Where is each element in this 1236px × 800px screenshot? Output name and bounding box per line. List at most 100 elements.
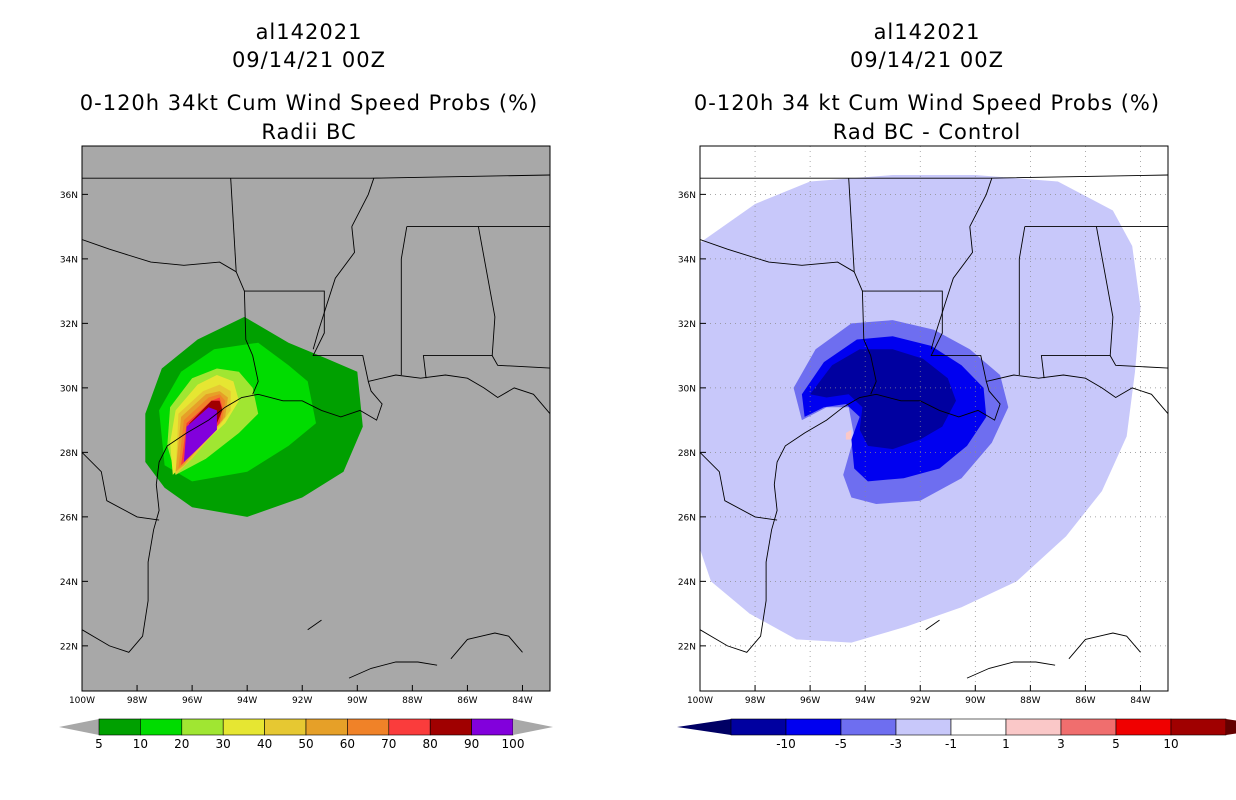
lon-label: 86W	[457, 696, 477, 706]
contour--10-6	[810, 349, 956, 450]
lat-label: 36N	[678, 191, 696, 201]
colorbar-end-right	[513, 719, 553, 735]
coastline	[1068, 632, 1141, 660]
lat-label: 28N	[60, 449, 78, 459]
state-border	[930, 226, 973, 350]
lon-label: 90W	[965, 696, 985, 706]
lon-label: 100W	[687, 696, 713, 706]
lat-label: 28N	[678, 449, 696, 459]
state-border	[82, 174, 550, 179]
lat-label: 32N	[60, 320, 78, 330]
lon-label: 88W	[402, 696, 422, 706]
colorbar-label: 10	[133, 737, 148, 751]
contour--1-3	[821, 536, 967, 572]
lat-label: 26N	[60, 513, 78, 523]
map-lines	[700, 174, 1168, 679]
colorbar-label: -1	[945, 737, 957, 751]
state-border	[853, 271, 877, 395]
colorbar-swatch	[222, 718, 265, 736]
lon-label: 84W	[512, 696, 532, 706]
chart-subtitle: Rad BC - Control	[832, 120, 1022, 144]
colorbar-end-left	[677, 719, 731, 735]
colorbar-swatch	[98, 718, 141, 736]
lon-label: 88W	[1020, 696, 1040, 706]
colorbar: 5 10 20 30 40 50 60 70 80 90 100	[59, 718, 553, 751]
colorbar-label: 80	[423, 737, 438, 751]
colorbar-label: 50	[298, 737, 313, 751]
lon-label: 98W	[745, 696, 765, 706]
lon-label: 92W	[292, 696, 312, 706]
state-border	[82, 239, 237, 273]
colorbar-label: 20	[174, 737, 189, 751]
lon-label: 100W	[69, 696, 95, 706]
colorbar-swatch	[1060, 718, 1117, 736]
lat-label: 30N	[678, 384, 696, 394]
colorbar-swatch	[305, 718, 348, 736]
lon-label: 94W	[237, 696, 257, 706]
colorbar-swatch	[950, 718, 1007, 736]
lon-label: 84W	[1130, 696, 1150, 706]
lat-label: 24N	[678, 578, 696, 588]
coastline	[450, 632, 523, 660]
contour-layer	[700, 146, 1168, 691]
datetime-title: 09/14/21 00Z	[231, 48, 387, 72]
lat-label: 22N	[678, 642, 696, 652]
state-border	[82, 452, 160, 521]
lat-label: 26N	[678, 513, 696, 523]
lon-label: 92W	[910, 696, 930, 706]
colorbar: -10 -5 -3 -1 1 3 5 10	[677, 718, 1236, 751]
lat-label: 34N	[678, 255, 696, 265]
state-border	[351, 178, 375, 227]
colorbar-end-right	[1226, 719, 1236, 735]
colorbar-swatch	[1115, 718, 1172, 736]
contour--1-2	[801, 404, 857, 472]
colorbar-swatch	[264, 718, 307, 736]
chart-subtitle: Radii BC	[261, 120, 357, 144]
coastline	[307, 619, 322, 631]
state-border	[235, 271, 259, 395]
colorbar-label: 40	[257, 737, 272, 751]
lat-label: 32N	[678, 320, 696, 330]
gridlines	[700, 146, 1168, 691]
contour--1-1	[757, 278, 802, 314]
state-border	[848, 178, 855, 272]
colorbar-swatch	[730, 718, 787, 736]
colorbar-label: -5	[835, 737, 847, 751]
colorbar-swatch	[785, 718, 842, 736]
contour-1-7	[845, 429, 852, 440]
colorbar-swatch	[840, 718, 897, 736]
state-border	[969, 178, 993, 227]
colorbar-label: 100	[502, 737, 525, 751]
colorbar-label: -10	[776, 737, 796, 751]
colorbar-label: 3	[1057, 737, 1065, 751]
state-border	[491, 355, 550, 369]
state-border	[244, 290, 369, 382]
colorbar-label: 5	[1112, 737, 1120, 751]
colorbar-label: 60	[340, 737, 355, 751]
coastline	[348, 661, 438, 679]
chart-0: 22N 24N 26N 28N 30N 32N 34N 36N 100W 98W 96W 94W 92W…	[59, 145, 553, 751]
coastline	[966, 661, 1056, 679]
state-border	[1024, 226, 1114, 379]
storm-id-title: al142021	[873, 20, 981, 44]
colorbar-label: 90	[464, 737, 479, 751]
lat-label: 36N	[60, 191, 78, 201]
state-border	[700, 452, 778, 521]
state-border	[400, 226, 408, 375]
map-frame	[81, 145, 551, 692]
colorbar-swatch	[181, 718, 224, 736]
coastline	[700, 374, 1168, 653]
colorbar-label: -3	[890, 737, 902, 751]
colorbar-label: 1	[1002, 737, 1010, 751]
state-border	[862, 290, 987, 382]
map-lines	[82, 174, 550, 679]
colorbar-swatch	[1005, 718, 1062, 736]
colorbar-swatch	[347, 718, 390, 736]
map-frame	[699, 145, 1169, 692]
datetime-title: 09/14/21 00Z	[849, 48, 1005, 72]
state-border	[406, 226, 496, 379]
colorbar-end-left	[59, 719, 99, 735]
chart-title: 0-120h 34kt Cum Wind Speed Probs (%)	[79, 91, 539, 115]
colorbar-swatch	[140, 718, 183, 736]
state-border	[312, 226, 355, 350]
